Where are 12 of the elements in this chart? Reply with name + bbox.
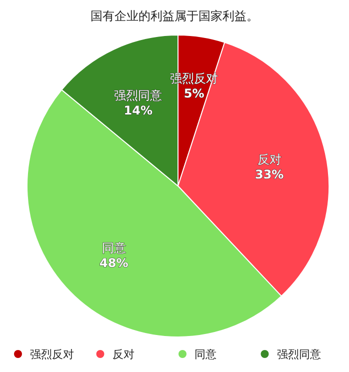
legend-label: 强烈反对 [30,348,74,361]
data-label: 5% [184,86,204,101]
legend-label: 同意 [194,348,216,361]
data-label: 14% [124,103,153,118]
legend-label: 强烈同意 [276,348,321,361]
data-label: 33% [255,168,284,182]
legend-label: 反对 [112,348,134,361]
slice-label: 反对 [257,152,282,167]
slice-label: 强烈同意 [114,88,162,102]
slice-label: 同意 [102,241,126,256]
chart-title: 国有企业的利益属于国家利益。 [90,9,258,23]
data-label: 48% [100,256,128,270]
